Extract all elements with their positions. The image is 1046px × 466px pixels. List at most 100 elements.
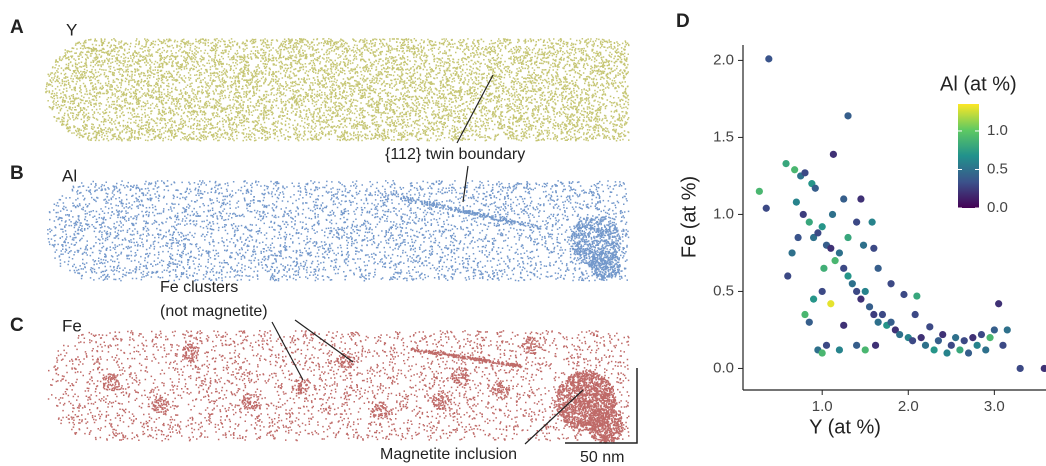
- point: [848, 280, 856, 288]
- leader-line: [271, 321, 304, 381]
- scale-bar: [565, 368, 638, 444]
- point: [809, 295, 818, 303]
- point: [870, 244, 878, 252]
- point: [913, 292, 921, 300]
- point: [831, 257, 839, 265]
- point: [805, 318, 813, 326]
- point: [969, 334, 977, 342]
- point: [973, 341, 981, 349]
- point: [844, 112, 852, 120]
- annotation: Fe clusters: [160, 279, 238, 296]
- point: [908, 337, 917, 345]
- point: [794, 233, 802, 242]
- element-label: Al: [62, 166, 77, 185]
- annotation: {112} twin boundary: [385, 146, 525, 163]
- point: [840, 195, 848, 203]
- scale-bar-label: 50 nm: [580, 449, 624, 466]
- point: [982, 346, 990, 354]
- point: [828, 210, 837, 219]
- point: [840, 264, 848, 272]
- point: [844, 233, 852, 242]
- point: [871, 341, 880, 349]
- y-axis-title: Fe (at %): [678, 176, 700, 258]
- y-tick-label: 2.0: [713, 51, 734, 68]
- point: [874, 264, 882, 272]
- x-tick-label: 2.0: [898, 398, 919, 415]
- point: [952, 334, 960, 342]
- point: [811, 184, 819, 192]
- colorbar-title: Al (at %): [940, 73, 1017, 95]
- atom-cloud: [45, 38, 630, 142]
- point: [956, 346, 964, 354]
- x-tick-label: 1.0: [812, 398, 833, 415]
- point: [861, 346, 869, 354]
- point: [861, 287, 869, 296]
- element-label: Y: [66, 20, 77, 39]
- point: [818, 287, 826, 296]
- point: [943, 349, 951, 357]
- colorbar-tick-label: 1.0: [987, 122, 1008, 139]
- point: [960, 337, 968, 345]
- point: [809, 233, 818, 242]
- point: [990, 326, 998, 334]
- element-label: Fe: [62, 316, 82, 335]
- point: [799, 210, 807, 219]
- point: [818, 349, 826, 357]
- point: [814, 229, 822, 237]
- point: [917, 334, 925, 342]
- point: [857, 195, 865, 203]
- point: [857, 295, 865, 303]
- point: [868, 218, 876, 226]
- leader-line: [294, 319, 354, 363]
- point: [930, 346, 938, 354]
- point: [874, 318, 882, 326]
- x-axis-title: Y (at %): [809, 416, 881, 438]
- colorbar-tick-label: 0.0: [987, 199, 1008, 216]
- point: [1040, 364, 1046, 373]
- leader-line: [456, 74, 494, 144]
- point: [911, 310, 919, 319]
- point: [977, 330, 986, 339]
- atom-cloud: [47, 330, 630, 444]
- point: [887, 318, 895, 326]
- point: [844, 272, 852, 280]
- point: [870, 310, 878, 319]
- leader-line: [524, 389, 584, 445]
- point: [865, 303, 874, 311]
- point: [891, 326, 899, 334]
- point: [784, 272, 792, 280]
- colorbar-tick-label: 0.5: [987, 160, 1008, 177]
- point: [827, 300, 835, 308]
- point: [859, 241, 868, 249]
- annotation: Magnetite inclusion: [380, 446, 517, 463]
- point: [878, 310, 887, 319]
- point: [986, 334, 994, 342]
- y-tick-label: 1.0: [713, 205, 734, 222]
- point: [829, 150, 837, 158]
- point: [934, 337, 943, 345]
- point: [896, 330, 904, 339]
- point: [900, 290, 908, 299]
- point: [818, 223, 826, 231]
- point: [755, 187, 763, 195]
- point: [964, 349, 973, 357]
- point: [853, 341, 861, 349]
- point: [853, 218, 861, 226]
- panel-label: D: [676, 11, 690, 32]
- point: [939, 330, 947, 339]
- point: [835, 346, 844, 354]
- y-tick-label: 1.5: [713, 128, 734, 145]
- annotation: (not magnetite): [160, 303, 268, 320]
- point: [801, 310, 809, 319]
- point: [926, 323, 934, 331]
- point: [782, 159, 790, 168]
- x-tick-label: 3.0: [984, 398, 1005, 415]
- point: [835, 249, 844, 257]
- point: [1003, 326, 1011, 334]
- point: [995, 300, 1003, 308]
- panel-label: B: [10, 163, 24, 184]
- point: [999, 341, 1007, 349]
- leader-line: [462, 165, 469, 203]
- point: [921, 341, 930, 349]
